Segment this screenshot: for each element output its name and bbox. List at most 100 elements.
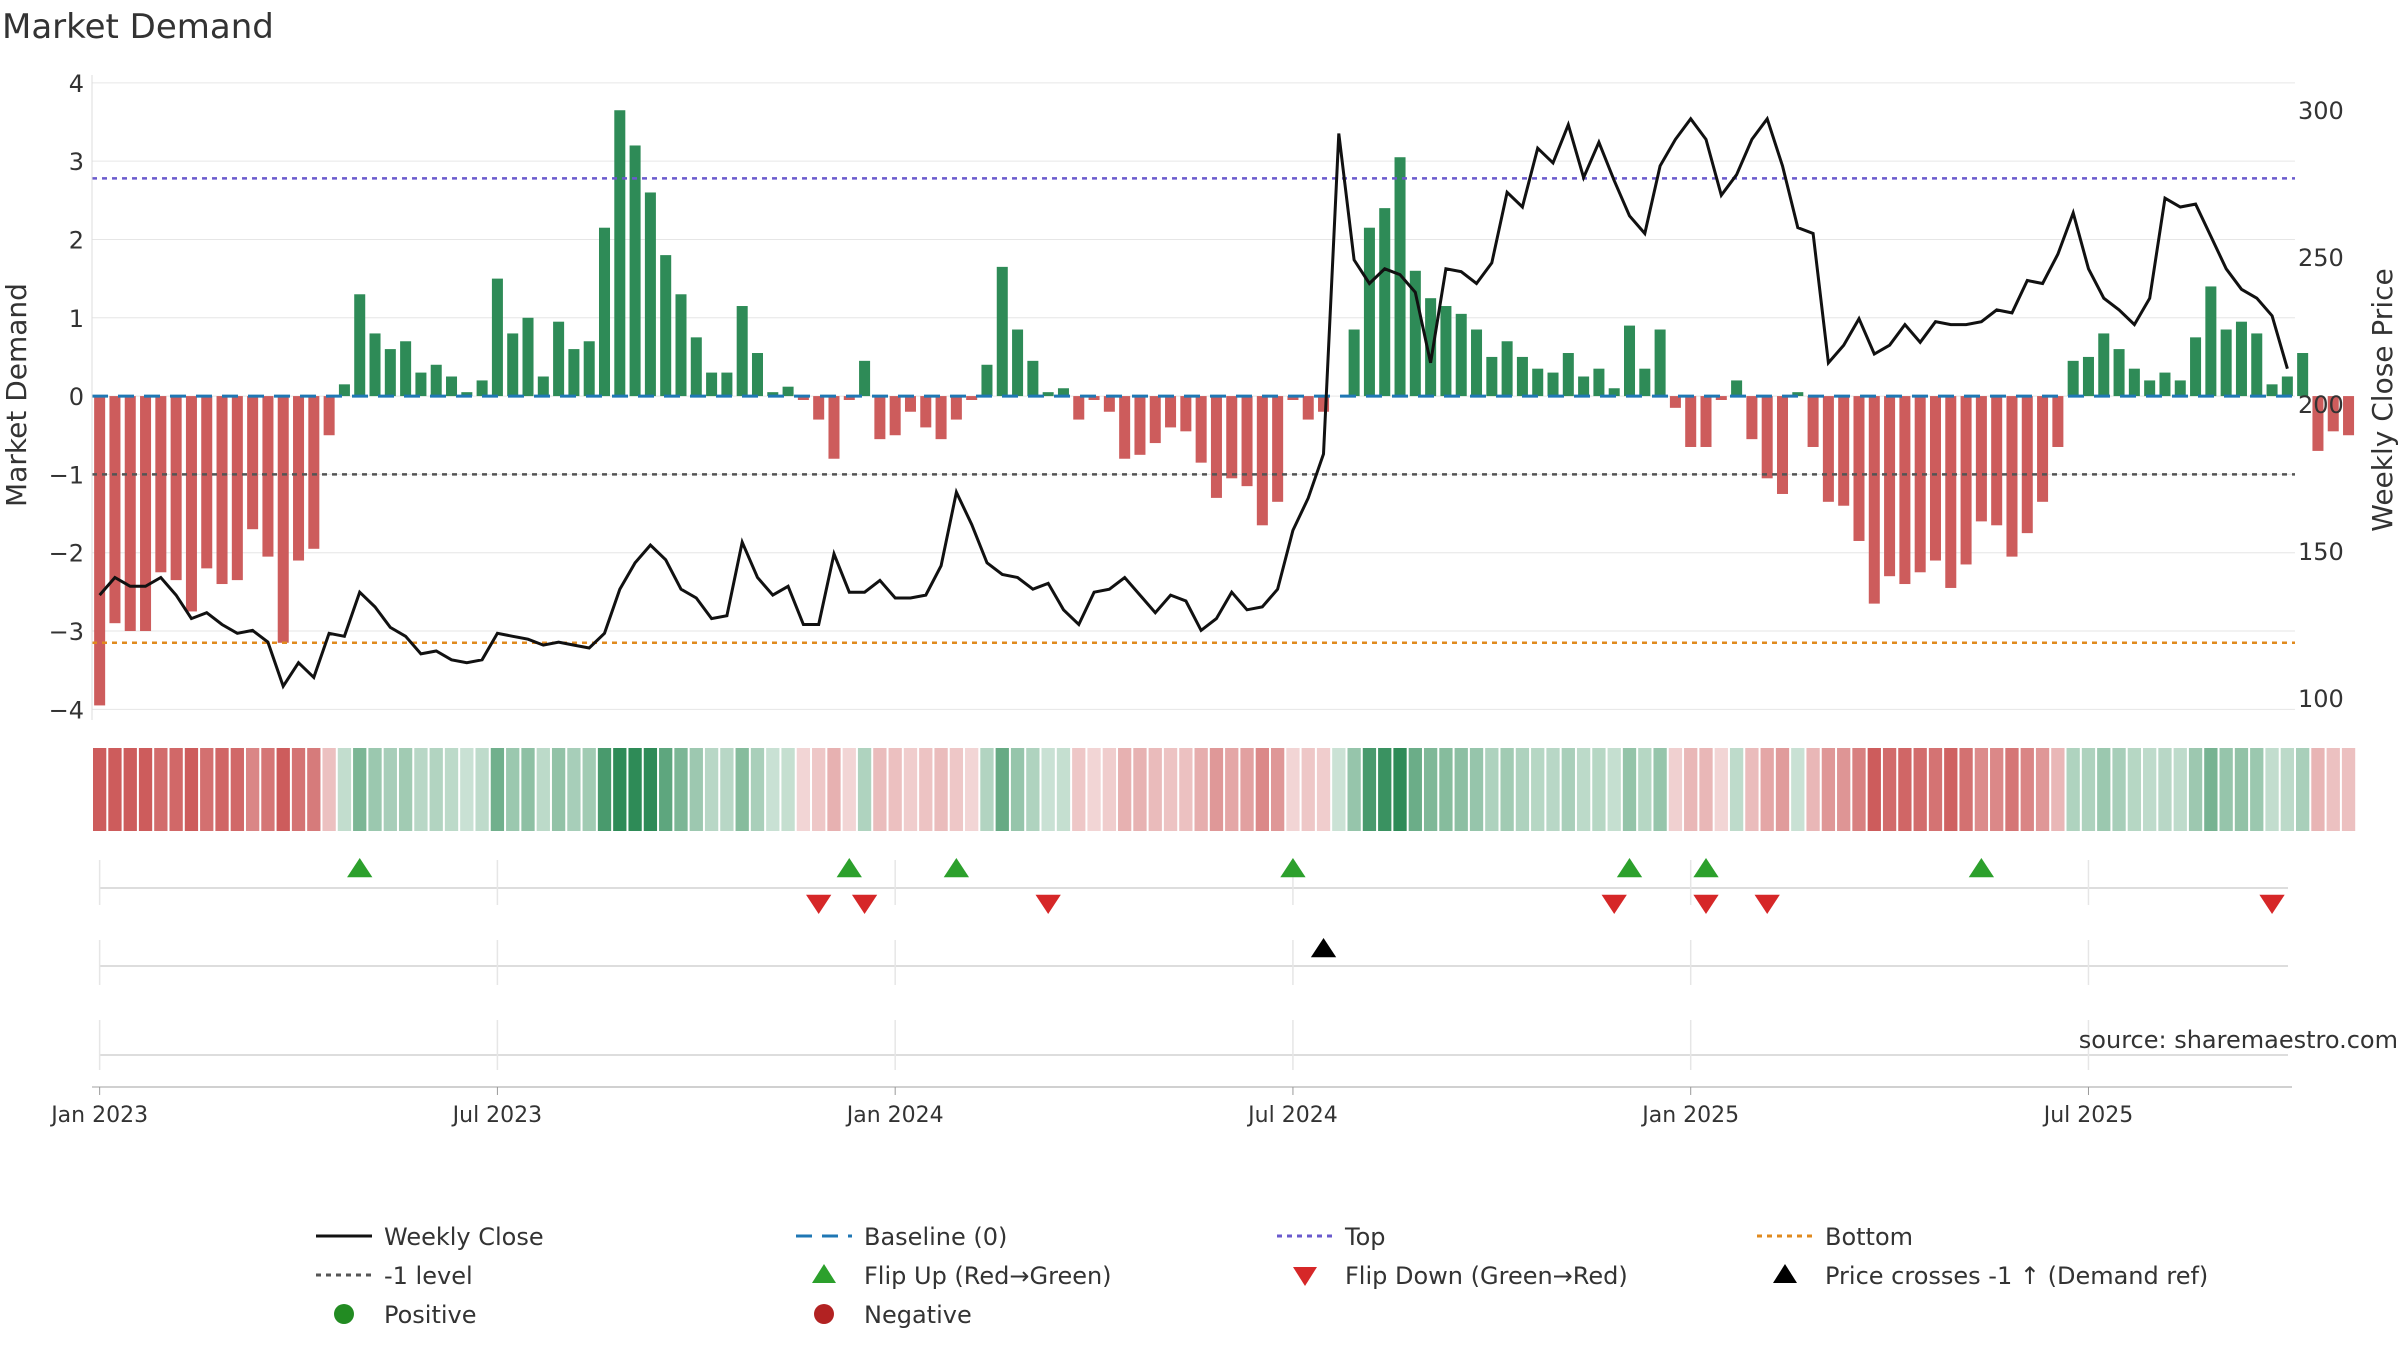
demand-bar-negative [1868,396,1880,604]
demand-bar-negative [1073,396,1085,420]
demand-bar-negative [140,396,152,632]
demand-bar-positive [1516,356,1528,397]
heat-cell [1393,748,1407,831]
demand-bar-negative [124,396,136,632]
demand-bar-positive [2082,356,2094,397]
flip-down-marker [1035,894,1061,914]
demand-bar-negative [1119,396,1131,459]
x-tick-label: Jan 2023 [49,1103,148,1128]
heat-cell [949,748,964,831]
demand-bar-negative [813,396,825,420]
demand-bar-positive [675,294,687,397]
heat-cell [2296,748,2310,831]
demand-bar-negative [889,396,901,436]
heat-cell [2143,748,2157,831]
demand-bar-positive [1654,329,1666,397]
demand-bar-negative [2021,396,2033,534]
demand-bar-negative [1272,396,1284,502]
demand-bar-positive [660,255,672,397]
heat-cell [245,748,260,831]
heat-cell [1286,748,1300,831]
demand-bar-negative [1776,396,1789,494]
signal-markers [98,858,2288,1070]
heat-cell [643,748,658,831]
heat-cell [1592,748,1606,831]
heat-cell [2219,748,2233,831]
flip-up-marker [1968,858,1995,878]
heat-cell [368,748,382,831]
flip-up-marker [1693,858,1719,878]
heat-cell [1898,748,1912,831]
demand-bar-positive [1593,368,1605,397]
heat-cell [1255,748,1269,831]
flip-up-marker [1280,858,1306,878]
demand-bar-positive [644,192,656,397]
demand-bar-positive [2128,368,2140,397]
heat-cell [659,748,673,831]
heat-cell [337,748,352,831]
demand-bar-negative [1945,396,1957,588]
heat-cell [551,748,566,831]
heat-cell [93,748,107,831]
demand-bar-positive [415,372,427,397]
demand-bar-positive [2251,333,2263,397]
flip-down-marker [1754,894,1780,914]
heat-cell [230,748,244,831]
heat-cell [215,748,229,831]
demand-bar-negative [1975,396,1987,522]
heat-cell [1684,748,1698,831]
heat-cell [1102,748,1117,831]
heat-cell [1423,748,1438,831]
demand-bar-positive [782,386,794,397]
y2-axis-label: Weekly Close Price [2366,268,2399,531]
heat-cell [735,748,749,831]
demand-bar-negative [1134,396,1146,455]
demand-bar-positive [1042,392,1054,397]
heat-cell [812,748,826,831]
demand-bar-positive [1012,329,1024,397]
heat-cell [919,748,933,831]
heat-cell [1454,748,1468,831]
flip-up-marker [1616,858,1643,878]
heat-cell [398,748,413,831]
chart-title: Market Demand [2,7,274,47]
heat-cell [1439,748,1453,831]
demand-bar-positive [614,110,626,397]
heat-cell [429,748,443,831]
demand-bar-positive [2281,376,2293,397]
heat-cell [1347,748,1361,831]
weekly-close-line [98,115,2289,690]
heat-cell [1515,748,1530,831]
demand-bar-positive [583,341,595,397]
y-tick-label: 4 [69,70,84,98]
flip-up-marker [943,858,970,878]
demand-bar-positive [1455,313,1467,397]
heat-cell [2020,748,2034,831]
y-tick-label: −3 [49,618,84,646]
demand-bar-positive [706,372,718,397]
y-tick-label: 0 [69,383,84,411]
demand-bar-negative [2312,396,2324,451]
x-tick-label: Jul 2023 [451,1103,543,1128]
heat-cell [2081,748,2096,831]
legend-swatch-circle [334,1304,354,1324]
demand-bar-positive [1379,208,1391,397]
heat-cell [1378,748,1392,831]
legend-label: Positive [384,1301,477,1329]
heat-cell [903,748,918,831]
heat-cell [750,748,765,831]
heat-cell [1179,748,1193,831]
demand-bar-positive [1027,360,1039,397]
heat-cell [1699,748,1713,831]
heat-cell [2035,748,2050,831]
demand-bar-positive [2098,333,2110,397]
legend-label: Bottom [1825,1223,1913,1251]
demand-bar-positive [1639,368,1651,397]
legend-label: Price crosses -1 ↑ (Demand ref) [1825,1262,2208,1290]
heat-cell [1653,748,1667,831]
legend-label: Negative [864,1301,972,1329]
heat-cell [613,748,627,831]
y-tick-label: −4 [49,696,84,724]
heat-cell [1990,748,2004,831]
